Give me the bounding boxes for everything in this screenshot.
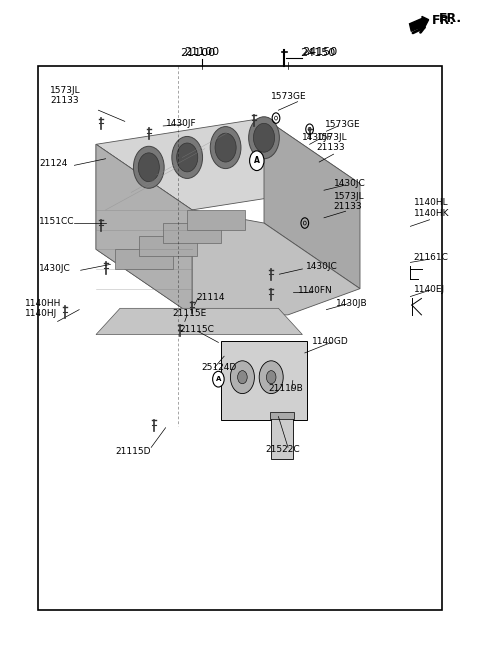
Polygon shape — [96, 308, 302, 335]
Polygon shape — [115, 249, 173, 269]
Text: 21124: 21124 — [39, 159, 68, 169]
Circle shape — [266, 371, 276, 384]
Bar — [221, 341, 307, 420]
Text: 1573GE: 1573GE — [271, 92, 307, 101]
Text: 1140GD: 1140GD — [312, 337, 349, 346]
Text: 21119B: 21119B — [269, 384, 303, 393]
Text: 1430JC: 1430JC — [306, 262, 338, 272]
Text: 1573JL
21133: 1573JL 21133 — [334, 192, 364, 211]
Bar — [270, 412, 294, 419]
Circle shape — [215, 133, 236, 162]
Text: 1573JL
21133: 1573JL 21133 — [50, 85, 81, 105]
Circle shape — [177, 143, 198, 172]
Text: 21115E: 21115E — [173, 309, 207, 318]
Circle shape — [210, 127, 241, 169]
Circle shape — [230, 361, 254, 394]
Polygon shape — [139, 236, 197, 256]
Text: 21522C: 21522C — [265, 445, 300, 454]
Text: 21115D: 21115D — [116, 447, 151, 456]
Text: 24150: 24150 — [300, 48, 335, 58]
Text: 1430JB: 1430JB — [336, 298, 368, 308]
Polygon shape — [96, 118, 360, 210]
Text: 21100: 21100 — [180, 48, 216, 58]
Circle shape — [253, 123, 275, 152]
Text: 1140HH
1140HJ: 1140HH 1140HJ — [25, 298, 62, 318]
Circle shape — [249, 117, 279, 159]
Text: 21161C: 21161C — [414, 253, 449, 262]
Polygon shape — [96, 144, 192, 315]
Circle shape — [138, 153, 159, 182]
Polygon shape — [264, 118, 360, 289]
Text: 1430JF: 1430JF — [166, 119, 196, 128]
Text: A: A — [216, 376, 221, 382]
Text: A: A — [254, 156, 260, 165]
Text: FR.: FR. — [439, 12, 462, 25]
Text: 24150: 24150 — [302, 47, 337, 57]
Text: 1573JL
21133: 1573JL 21133 — [317, 133, 348, 152]
Circle shape — [213, 371, 224, 387]
Text: 1140FN: 1140FN — [298, 286, 332, 295]
Text: 1430JC: 1430JC — [39, 264, 71, 274]
Text: 21115C: 21115C — [179, 325, 214, 334]
Polygon shape — [187, 210, 245, 230]
Text: 1430JC: 1430JC — [334, 179, 365, 188]
Text: 21114: 21114 — [197, 293, 225, 302]
Bar — [271, 417, 293, 459]
Circle shape — [259, 361, 283, 394]
Text: 1430JF: 1430JF — [302, 133, 333, 142]
Polygon shape — [96, 144, 192, 315]
Bar — [38, 66, 442, 610]
Text: 1140EJ: 1140EJ — [414, 285, 445, 295]
Polygon shape — [192, 210, 360, 315]
Text: 1140HL
1140HK: 1140HL 1140HK — [414, 198, 450, 218]
Text: 21100: 21100 — [184, 47, 219, 57]
Text: 1573GE: 1573GE — [325, 120, 361, 129]
Circle shape — [133, 146, 164, 188]
Polygon shape — [163, 223, 221, 243]
FancyArrow shape — [409, 16, 429, 31]
Circle shape — [172, 136, 203, 178]
Text: FR.: FR. — [432, 14, 455, 28]
Circle shape — [238, 371, 247, 384]
Text: 25124D: 25124D — [202, 363, 237, 372]
Text: 1151CC: 1151CC — [39, 216, 75, 226]
Circle shape — [250, 151, 264, 171]
